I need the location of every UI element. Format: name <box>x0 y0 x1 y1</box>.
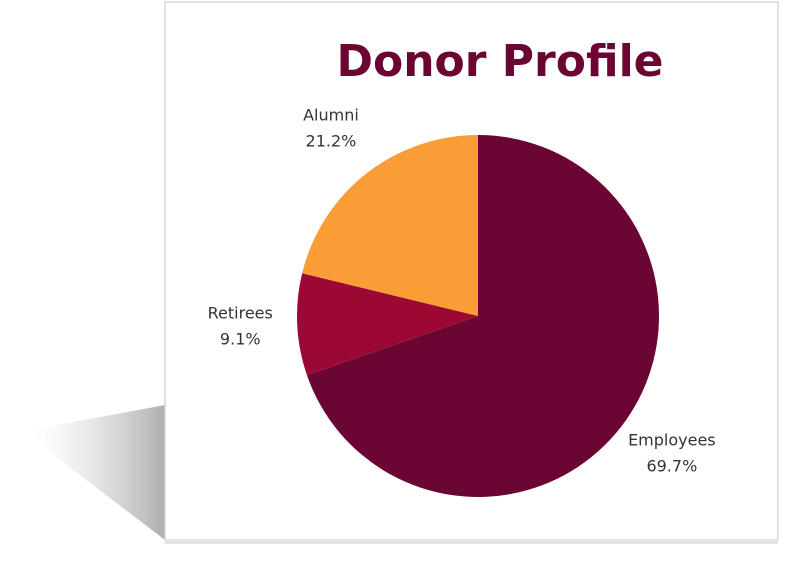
slice-label: Alumni <box>303 105 359 124</box>
slice-value-label: 21.2% <box>306 131 357 150</box>
pie-slice <box>302 135 478 316</box>
slice-label: Retirees <box>208 304 273 323</box>
card-bottom-shadow <box>165 540 778 544</box>
slice-value-label: 69.7% <box>646 457 697 476</box>
card-shadow <box>30 405 165 540</box>
slice-value-label: 9.1% <box>220 330 261 349</box>
pie-slice <box>296 273 478 376</box>
slice-label: Employees <box>628 431 716 450</box>
chart-title: Donor Profile <box>336 36 663 87</box>
pie-slice <box>306 135 659 498</box>
